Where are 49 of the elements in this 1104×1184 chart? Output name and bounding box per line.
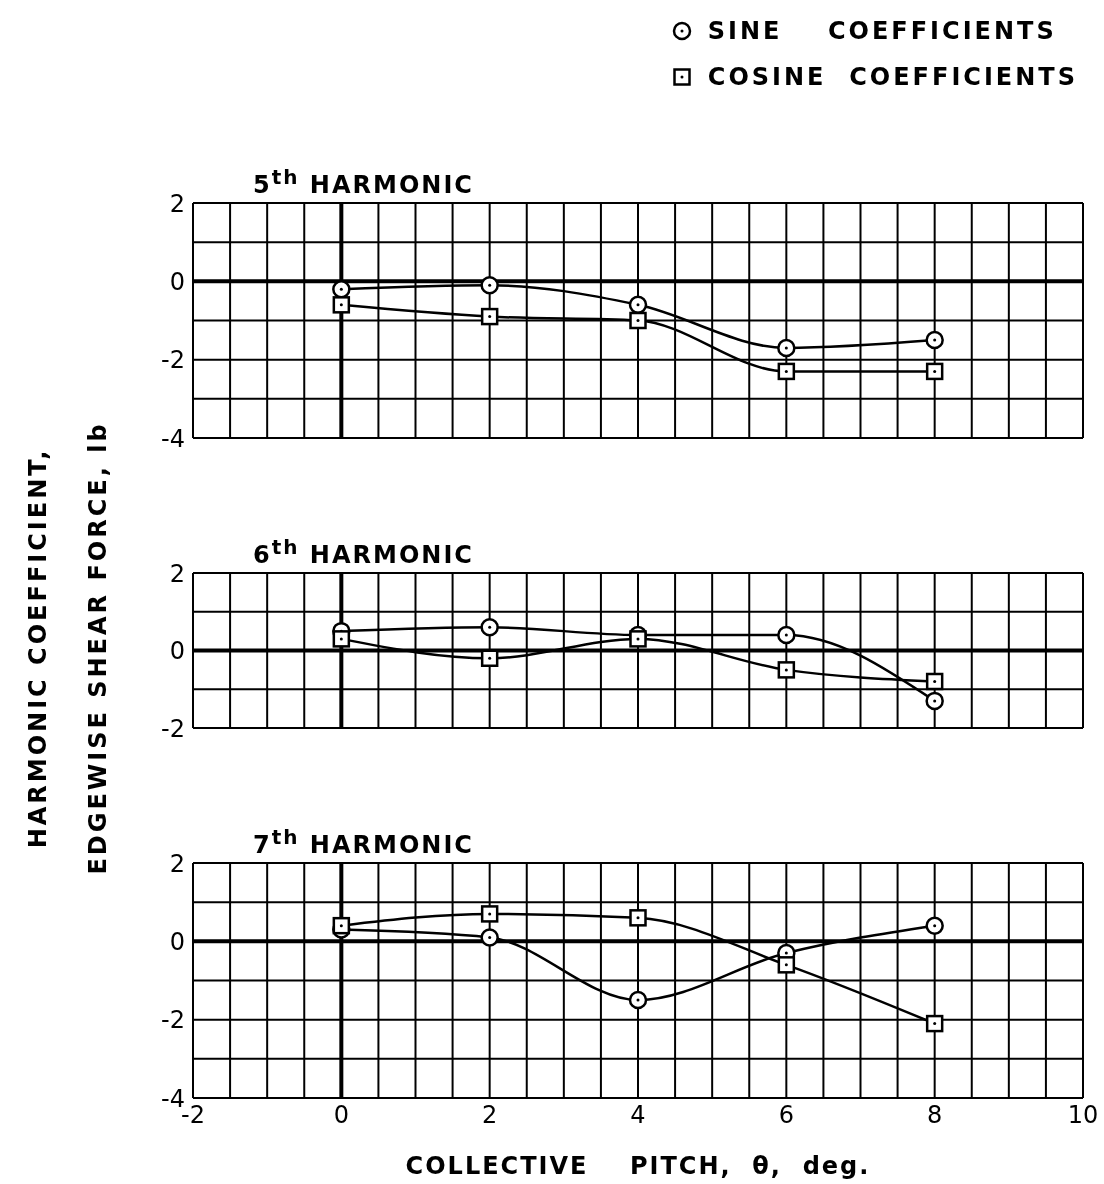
point bbox=[925, 916, 944, 935]
x-tick-label: 0 bbox=[333, 1101, 349, 1130]
point bbox=[925, 691, 944, 711]
point bbox=[628, 295, 648, 315]
y-tick-label: 0 bbox=[169, 637, 185, 666]
point bbox=[925, 1014, 944, 1033]
chart-title: 7$^{th}$ HARMONIC bbox=[253, 825, 474, 859]
y-tick-label: 2 bbox=[169, 849, 185, 878]
point bbox=[332, 916, 351, 935]
point bbox=[925, 672, 944, 691]
point bbox=[332, 296, 351, 314]
y-tick-label: -4 bbox=[161, 424, 185, 453]
point bbox=[777, 338, 796, 358]
legend-label: COSINE COEFFICIENTS bbox=[707, 63, 1078, 91]
text: HARMONIC COEFFICIENT, EDGEWISE SHEAR FORCE, lb bbox=[24, 421, 112, 875]
point bbox=[777, 661, 796, 679]
point bbox=[480, 307, 499, 326]
y-tick-label: -2 bbox=[161, 1006, 185, 1035]
point bbox=[628, 990, 648, 1010]
point bbox=[480, 905, 499, 923]
chart-title: 6$^{th}$ HARMONIC bbox=[253, 535, 474, 569]
y-tick-label: 0 bbox=[169, 927, 185, 956]
point bbox=[332, 279, 351, 299]
point bbox=[332, 630, 351, 648]
point bbox=[629, 311, 647, 330]
point bbox=[925, 330, 944, 350]
x-tick-label: 8 bbox=[927, 1101, 943, 1130]
point bbox=[925, 362, 944, 381]
y-tick-label: 0 bbox=[169, 267, 185, 296]
point bbox=[777, 956, 796, 974]
x-tick-label: 4 bbox=[630, 1101, 646, 1130]
point bbox=[629, 630, 647, 648]
legend-label: SINE COEFFICIENTS bbox=[707, 17, 1057, 45]
y-tick-label: -2 bbox=[161, 714, 185, 743]
chart-title: 5$^{th}$ HARMONIC bbox=[253, 165, 474, 199]
point bbox=[629, 909, 647, 927]
x-axis-title: COLLECTIVE PITCH, θ, deg. bbox=[404, 1152, 872, 1180]
point bbox=[480, 928, 499, 947]
x-tick-label: 6 bbox=[778, 1101, 794, 1130]
point bbox=[480, 276, 499, 295]
point bbox=[777, 362, 796, 381]
point bbox=[480, 618, 499, 637]
y-tick-label: -4 bbox=[161, 1084, 185, 1113]
x-tick-label: 10 bbox=[1067, 1101, 1099, 1130]
y-tick-label: -2 bbox=[161, 346, 185, 375]
y-tick-label: 2 bbox=[169, 559, 185, 588]
point bbox=[777, 625, 796, 645]
y-tick-label: 2 bbox=[169, 189, 185, 218]
x-tick-label: 2 bbox=[482, 1101, 498, 1130]
